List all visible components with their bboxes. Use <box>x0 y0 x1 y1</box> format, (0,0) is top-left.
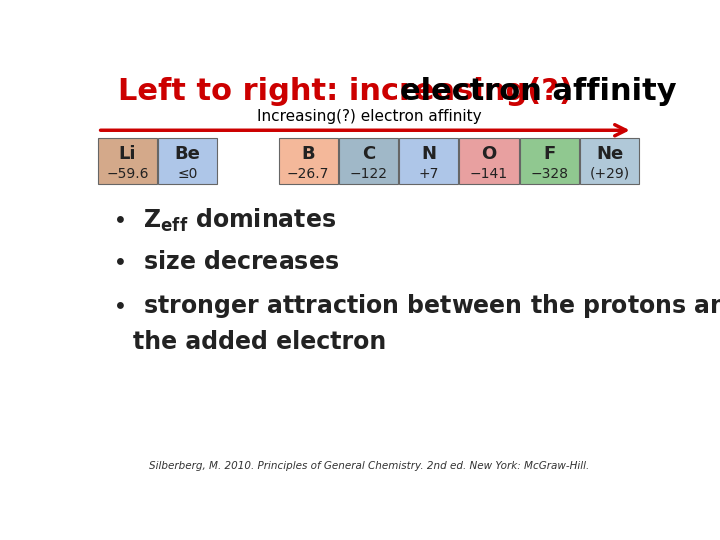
Text: the added electron: the added electron <box>133 330 387 354</box>
FancyBboxPatch shape <box>158 138 217 184</box>
FancyBboxPatch shape <box>520 138 579 184</box>
FancyBboxPatch shape <box>459 138 518 184</box>
FancyBboxPatch shape <box>279 138 338 184</box>
Text: (+29): (+29) <box>590 167 629 181</box>
Text: Ne: Ne <box>596 145 623 163</box>
Text: +7: +7 <box>418 167 439 181</box>
FancyBboxPatch shape <box>339 138 398 184</box>
Text: Silberberg, M. 2010. Principles of General Chemistry. 2nd ed. New York: McGraw-H: Silberberg, M. 2010. Principles of Gener… <box>149 461 589 471</box>
Text: C: C <box>361 145 375 163</box>
Text: −328: −328 <box>530 167 568 181</box>
Text: Left to right: increasing(?): Left to right: increasing(?) <box>118 77 583 106</box>
Text: Increasing(?) electron affinity: Increasing(?) electron affinity <box>257 109 481 124</box>
Text: −141: −141 <box>470 167 508 181</box>
FancyBboxPatch shape <box>399 138 458 184</box>
Text: −26.7: −26.7 <box>287 167 329 181</box>
Text: $\bullet$  size decreases: $\bullet$ size decreases <box>112 249 338 274</box>
Text: Be: Be <box>175 145 201 163</box>
Text: F: F <box>543 145 555 163</box>
Text: electron affinity: electron affinity <box>400 77 677 106</box>
FancyBboxPatch shape <box>98 138 157 184</box>
Text: −59.6: −59.6 <box>106 167 148 181</box>
FancyBboxPatch shape <box>580 138 639 184</box>
Text: B: B <box>302 145 315 163</box>
Text: ≤0: ≤0 <box>177 167 198 181</box>
Text: $\bullet$  Z$_\mathregular{eff}$ dominates: $\bullet$ Z$_\mathregular{eff}$ dominate… <box>112 207 336 234</box>
Text: O: O <box>482 145 497 163</box>
Text: −122: −122 <box>349 167 387 181</box>
Text: Li: Li <box>119 145 136 163</box>
Text: $\bullet$  stronger attraction between the protons and: $\bullet$ stronger attraction between th… <box>112 292 720 320</box>
Text: N: N <box>421 145 436 163</box>
